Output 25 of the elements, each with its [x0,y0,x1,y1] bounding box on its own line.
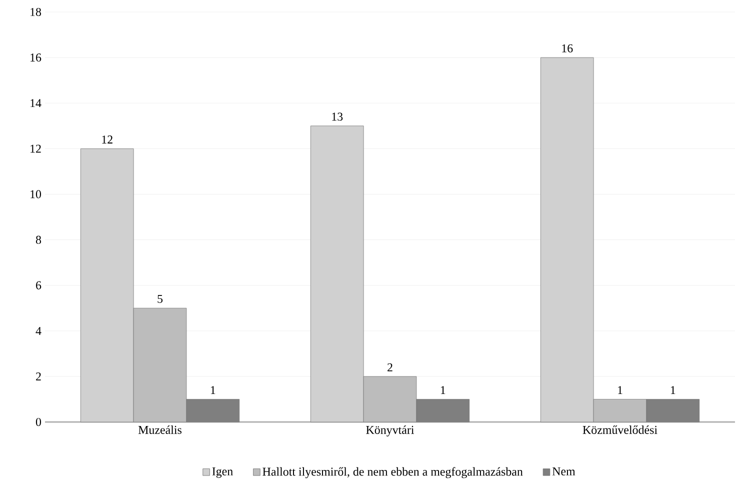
x-tick-label: Könyvtári [366,426,414,436]
data-label: 16 [562,44,573,52]
y-tick-label: 2 [36,372,41,380]
x-tick-label: Muzeális [138,426,182,434]
legend-label: Nem [552,467,576,476]
data-label: 1 [670,386,676,394]
legend-label: Igen [212,467,233,478]
y-tick-label: 10 [30,190,42,198]
y-tick-label: 18 [30,8,42,16]
data-label: 13 [332,112,343,121]
data-label: 5 [158,294,163,303]
y-tick-label: 6 [36,281,42,290]
y-tick-label: 12 [30,144,41,153]
data-label: 12 [102,136,112,144]
data-label: 1 [210,386,216,394]
legend-label: Hallott ilyesmiről, de nem ebben a megfogalmazásban [262,467,523,478]
y-tick-label: 8 [36,236,42,244]
y-tick-label: 4 [36,326,42,335]
x-tick-label: Közművelődési [582,426,658,434]
data-label: 1 [440,386,446,394]
y-tick-label: 0 [36,418,42,426]
y-tick-label: 14 [30,99,42,108]
data-label: 2 [388,363,392,372]
y-tick-label: 16 [30,54,42,62]
data-label: 1 [618,386,622,394]
